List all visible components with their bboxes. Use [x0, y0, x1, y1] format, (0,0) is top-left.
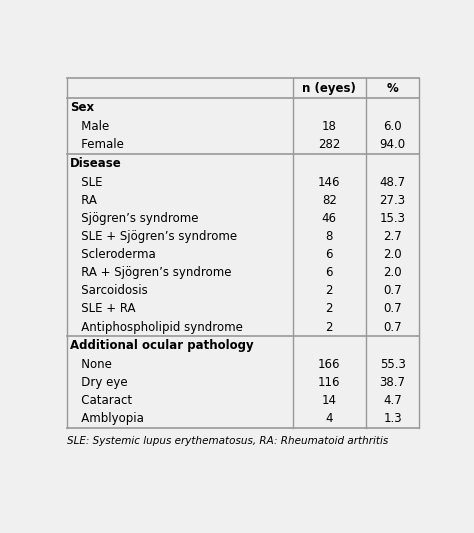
Text: Dry eye: Dry eye [70, 376, 128, 389]
Text: 18: 18 [322, 120, 337, 133]
Text: Additional ocular pathology: Additional ocular pathology [70, 340, 254, 352]
Text: 6.0: 6.0 [383, 120, 402, 133]
Text: 2.0: 2.0 [383, 248, 402, 261]
Text: Sex: Sex [70, 101, 94, 115]
Text: Disease: Disease [70, 157, 122, 170]
Text: Sarcoidosis: Sarcoidosis [70, 285, 148, 297]
Text: 27.3: 27.3 [380, 194, 406, 207]
Text: SLE + RA: SLE + RA [70, 302, 136, 316]
Text: 0.7: 0.7 [383, 320, 402, 334]
Text: 0.7: 0.7 [383, 285, 402, 297]
Text: 94.0: 94.0 [380, 138, 406, 151]
Text: 14: 14 [322, 394, 337, 407]
Text: SLE: SLE [70, 176, 103, 189]
Text: 166: 166 [318, 358, 340, 372]
Text: 15.3: 15.3 [380, 212, 406, 225]
Text: 82: 82 [322, 194, 337, 207]
Text: Male: Male [70, 120, 109, 133]
Text: Amblyopia: Amblyopia [70, 413, 144, 425]
Text: SLE + Sjögren’s syndrome: SLE + Sjögren’s syndrome [70, 230, 237, 243]
Text: 1.3: 1.3 [383, 413, 402, 425]
Text: 6: 6 [326, 248, 333, 261]
Text: 4: 4 [326, 413, 333, 425]
Text: Female: Female [70, 138, 124, 151]
Text: None: None [70, 358, 112, 372]
Text: 38.7: 38.7 [380, 376, 406, 389]
Text: Sjögren’s syndrome: Sjögren’s syndrome [70, 212, 199, 225]
Text: Antiphospholipid syndrome: Antiphospholipid syndrome [70, 320, 243, 334]
Text: 2: 2 [326, 302, 333, 316]
Text: 48.7: 48.7 [380, 176, 406, 189]
Text: SLE: Systemic lupus erythematosus, RA: Rheumatoid arthritis: SLE: Systemic lupus erythematosus, RA: R… [66, 436, 388, 446]
Text: 55.3: 55.3 [380, 358, 406, 372]
Text: 2: 2 [326, 320, 333, 334]
Text: 6: 6 [326, 266, 333, 279]
Text: 2: 2 [326, 285, 333, 297]
Text: 116: 116 [318, 376, 340, 389]
Text: n (eyes): n (eyes) [302, 82, 356, 95]
Text: 0.7: 0.7 [383, 302, 402, 316]
Text: 146: 146 [318, 176, 340, 189]
Text: %: % [387, 82, 399, 95]
Text: 46: 46 [322, 212, 337, 225]
Text: RA: RA [70, 194, 97, 207]
Text: 2.7: 2.7 [383, 230, 402, 243]
Text: 282: 282 [318, 138, 340, 151]
Text: 8: 8 [326, 230, 333, 243]
Text: 2.0: 2.0 [383, 266, 402, 279]
Text: 4.7: 4.7 [383, 394, 402, 407]
Text: Scleroderma: Scleroderma [70, 248, 156, 261]
Text: RA + Sjögren’s syndrome: RA + Sjögren’s syndrome [70, 266, 232, 279]
Text: Cataract: Cataract [70, 394, 132, 407]
